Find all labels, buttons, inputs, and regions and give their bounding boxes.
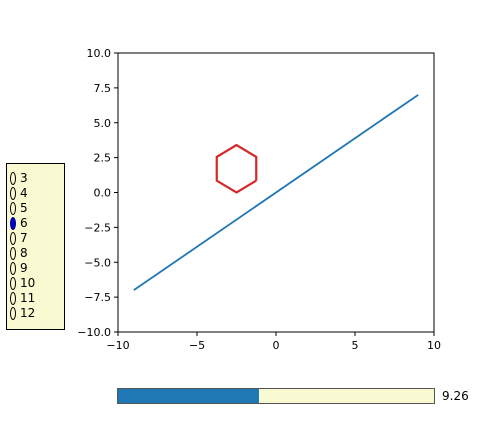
x-tick-label: 10 [427, 339, 441, 352]
radio-circle-icon[interactable] [10, 307, 16, 320]
x-tick-label: −10 [106, 339, 129, 352]
radio-option-10[interactable]: 10 [10, 276, 35, 291]
y-tick-label: −2.5 [84, 221, 111, 234]
slider-fill [118, 389, 259, 403]
slider-value-label: 9.26 [442, 389, 469, 403]
radio-circle-icon[interactable] [10, 232, 16, 245]
radio-option-12[interactable]: 12 [10, 306, 35, 321]
radio-option-6[interactable]: 6 [10, 216, 28, 231]
y-tick-label: 7.5 [94, 82, 112, 95]
radio-circle-icon[interactable] [10, 277, 16, 290]
radio-option-8[interactable]: 8 [10, 246, 28, 261]
y-tick-label: 0.0 [94, 187, 112, 200]
radio-option-label: 8 [20, 247, 28, 260]
radio-circle-icon[interactable] [10, 187, 16, 200]
line-series [134, 95, 418, 290]
radio-option-4[interactable]: 4 [10, 186, 28, 201]
value-slider[interactable] [117, 388, 435, 404]
x-tick-label: −5 [189, 339, 205, 352]
radio-option-3[interactable]: 3 [10, 171, 28, 186]
y-tick-label: −10.0 [77, 326, 111, 339]
plot-series [134, 95, 418, 290]
radio-circle-icon[interactable] [10, 217, 16, 230]
y-tick-label: −7.5 [84, 291, 111, 304]
y-tick-label: 5.0 [94, 117, 112, 130]
y-tick-label: 2.5 [94, 152, 112, 165]
radio-circle-icon[interactable] [10, 247, 16, 260]
radio-option-label: 4 [20, 187, 28, 200]
x-axis-ticks: −10 −5 0 5 10 [106, 332, 441, 352]
n-sides-radio-panel: 3 4 5 6 7 8 9 10 11 12 [6, 163, 65, 330]
hexagon-series [217, 145, 257, 192]
radio-option-label: 11 [20, 292, 35, 305]
radio-circle-icon[interactable] [10, 172, 16, 185]
radio-circle-icon[interactable] [10, 262, 16, 275]
y-tick-label: −5.0 [84, 256, 111, 269]
x-tick-label: 0 [273, 339, 280, 352]
radio-option-7[interactable]: 7 [10, 231, 28, 246]
radio-option-label: 12 [20, 307, 35, 320]
radio-option-label: 3 [20, 172, 28, 185]
radio-option-label: 5 [20, 202, 28, 215]
radio-option-label: 10 [20, 277, 35, 290]
y-axis-ticks: 10.0 7.5 5.0 2.5 0.0 −2.5 −5.0 −7.5 −10.0 [77, 47, 118, 339]
radio-circle-icon[interactable] [10, 292, 16, 305]
radio-option-label: 6 [20, 217, 28, 230]
radio-option-label: 9 [20, 262, 28, 275]
radio-option-9[interactable]: 9 [10, 261, 28, 276]
y-tick-label: 10.0 [87, 47, 112, 60]
x-tick-label: 5 [352, 339, 359, 352]
radio-option-11[interactable]: 11 [10, 291, 35, 306]
radio-option-label: 7 [20, 232, 28, 245]
radio-option-5[interactable]: 5 [10, 201, 28, 216]
radio-circle-icon[interactable] [10, 202, 16, 215]
